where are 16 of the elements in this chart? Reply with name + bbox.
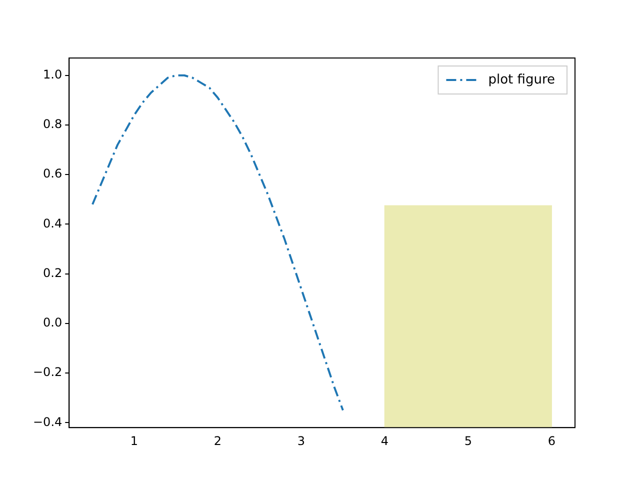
legend-label: plot figure xyxy=(488,72,556,88)
x-tick-label: 2 xyxy=(214,434,222,448)
x-tick-label: 3 xyxy=(297,434,306,448)
y-tick-label: 0.6 xyxy=(43,166,62,181)
y-tick-label: 0.2 xyxy=(43,266,62,280)
y-tick-label: −0.4 xyxy=(33,414,62,429)
x-tick-label: 5 xyxy=(464,434,472,448)
line-series xyxy=(92,74,344,412)
y-tick-label: 0.0 xyxy=(43,316,62,330)
y-tick-label: −0.2 xyxy=(33,365,62,380)
x-tick-label: 1 xyxy=(130,434,138,448)
x-tick-label: 4 xyxy=(380,434,388,448)
y-tick-label: 1.0 xyxy=(43,67,62,82)
y-tick-label: 0.8 xyxy=(43,117,62,132)
x-tick-label: 6 xyxy=(548,434,556,448)
y-tick-label: 0.4 xyxy=(43,216,62,230)
